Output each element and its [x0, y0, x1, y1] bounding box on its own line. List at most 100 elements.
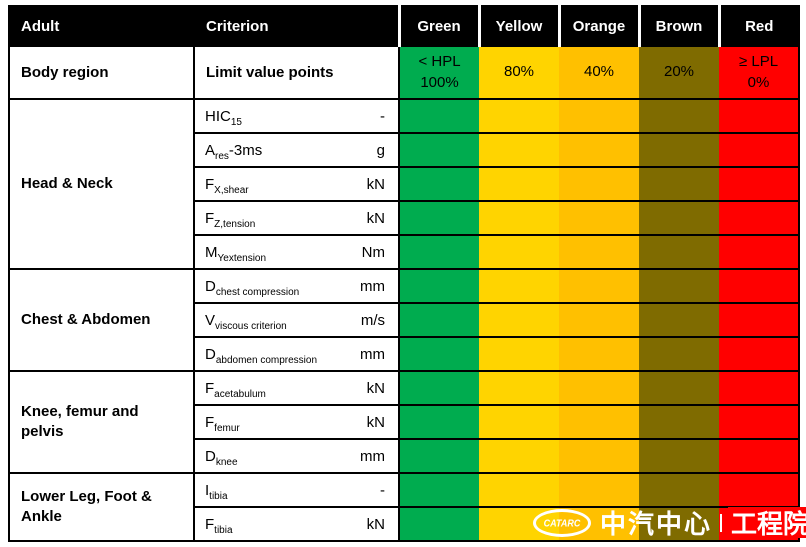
region-chest-abdomen: Chest & Abdomen: [8, 268, 195, 372]
limit-line: ≥ LPL: [738, 53, 779, 71]
level-cell: [479, 166, 559, 202]
criterion-label: Ftibia: [205, 515, 233, 536]
level-cell: [399, 166, 479, 202]
column-header-adult: Adult: [8, 5, 195, 47]
level-cell: [559, 302, 639, 338]
limit-line: < HPL: [418, 53, 461, 71]
level-cell: [559, 438, 639, 474]
criterion-cell: Dchest compression mm: [193, 268, 400, 304]
limit-line: 40%: [583, 63, 615, 81]
level-cell: [639, 234, 719, 270]
criterion-cell: Facetabulum kN: [193, 370, 400, 406]
criterion-cell: FX,shear kN: [193, 166, 400, 202]
level-cell: [399, 506, 479, 542]
criterion-unit: kN: [366, 379, 385, 397]
level-cell: [639, 200, 719, 236]
criterion-unit: kN: [366, 413, 385, 431]
level-cell: [559, 472, 639, 508]
level-cell: [399, 132, 479, 168]
criterion-label: Dknee: [205, 447, 238, 468]
column-header-red: Red: [717, 5, 800, 47]
logo-divider: [720, 513, 723, 532]
table-row: MYextension Nm: [9, 234, 799, 270]
criterion-unit: mm: [360, 345, 385, 363]
level-cell: [719, 200, 799, 236]
level-cell: [719, 132, 799, 168]
injury-criteria-table: Adult Criterion Green Yellow Orange Brow…: [8, 5, 800, 542]
limit-line: 100%: [420, 73, 459, 91]
criterion-label: HIC15: [205, 107, 242, 128]
limit-line: 20%: [663, 63, 695, 81]
region-head-neck: Head & Neck: [8, 98, 195, 270]
subheader-row: Body region Limit value points < HPL 100…: [8, 45, 799, 100]
level-cell: [399, 200, 479, 236]
limit-cell-red: ≥ LPL 0%: [719, 45, 799, 100]
level-cell: [719, 336, 799, 372]
level-cell: [559, 98, 639, 134]
level-cell: [719, 98, 799, 134]
level-cell: [639, 336, 719, 372]
criterion-unit: g: [376, 141, 385, 159]
level-cell: [399, 234, 479, 270]
limit-cell-yellow: 80%: [479, 45, 559, 100]
limit-cell-brown: 20%: [639, 45, 719, 100]
table-row: Knee, femur and pelvis Facetabulum kN: [8, 370, 799, 474]
level-cell: [639, 132, 719, 168]
criterion-label: FX,shear: [205, 175, 249, 196]
criterion-label: MYextension: [205, 243, 267, 264]
level-cell: [559, 132, 639, 168]
level-cell: [559, 268, 639, 304]
level-cell: [719, 472, 799, 508]
criterion-cell: FZ,tension kN: [193, 200, 400, 236]
catarc-oval-icon: CATARC: [533, 508, 591, 537]
level-cell: [479, 200, 559, 236]
level-cell: [719, 234, 799, 270]
criterion-label: Dabdomen compression: [205, 345, 318, 366]
level-cell: [399, 472, 479, 508]
criterion-unit: mm: [360, 277, 385, 295]
level-cell: [559, 166, 639, 202]
criterion-cell: Ftibia kN: [193, 506, 400, 542]
level-cell: [479, 336, 559, 372]
limit-line: 80%: [503, 63, 535, 81]
catarc-mark-text: CATARC: [543, 517, 581, 528]
catarc-division-text: 工程院: [728, 507, 806, 539]
column-header-orange: Orange: [557, 5, 640, 47]
level-cell: [639, 404, 719, 440]
criterion-unit: kN: [366, 515, 385, 533]
table-row: FZ,tension kN: [9, 200, 799, 236]
table-row: Ffemur kN: [9, 404, 799, 440]
level-cell: [719, 404, 799, 440]
table-row: Lower Leg, Foot & Ankle Itibia -: [8, 472, 799, 542]
level-cell: [639, 438, 719, 474]
level-cell: [399, 404, 479, 440]
criterion-unit: kN: [366, 175, 385, 193]
limit-cell-orange: 40%: [559, 45, 639, 100]
body-region-label: Body region: [8, 45, 195, 100]
limit-value-points-label: Limit value points: [193, 45, 400, 100]
criterion-unit: mm: [360, 447, 385, 465]
level-cell: [479, 132, 559, 168]
level-cell: [479, 98, 559, 134]
region-knee-femur-pelvis: Knee, femur and pelvis: [8, 370, 195, 474]
level-cell: [399, 268, 479, 304]
level-cell: [559, 404, 639, 440]
table-row: Chest & Abdomen Dchest compression mm: [8, 268, 799, 372]
criterion-cell: Itibia -: [193, 472, 400, 508]
level-cell: [719, 166, 799, 202]
criterion-unit: kN: [366, 209, 385, 227]
level-cell: [399, 336, 479, 372]
catarc-logo: CATARC 中汽中心 工程院: [533, 507, 806, 539]
level-cell: [719, 302, 799, 338]
criterion-cell: Dknee mm: [193, 438, 400, 474]
level-cell: [479, 438, 559, 474]
criterion-unit: Nm: [361, 243, 385, 261]
criterion-cell: HIC15 -: [193, 98, 400, 134]
table-row: Dknee mm: [9, 438, 799, 474]
level-cell: [559, 200, 639, 236]
table-row: FX,shear kN: [9, 166, 799, 202]
criterion-label: Itibia: [205, 481, 228, 502]
level-cell: [399, 302, 479, 338]
criterion-cell: Dabdomen compression mm: [193, 336, 400, 372]
level-cell: [639, 472, 719, 508]
